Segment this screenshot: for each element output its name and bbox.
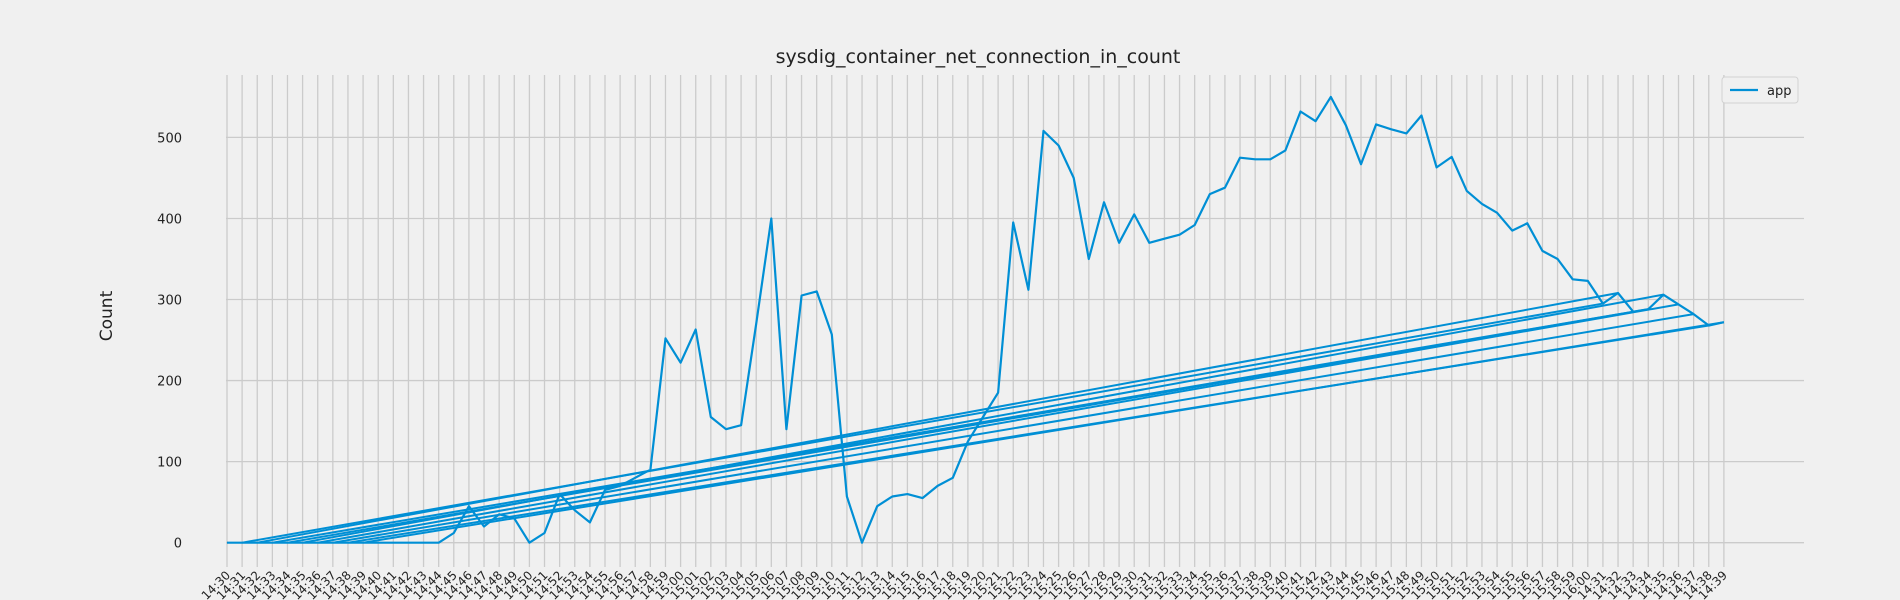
chart-title: sysdig_container_net_connection_in_count <box>776 46 1181 68</box>
series-segment-app <box>241 302 1604 544</box>
y-tick-label: 500 <box>157 131 182 146</box>
series-segment-app <box>302 293 1664 544</box>
legend: app <box>1721 76 1799 104</box>
legend-box <box>1721 76 1799 104</box>
y-tick-label: 100 <box>157 456 182 471</box>
y-tick-label: 0 <box>174 537 182 552</box>
y-axis-label: Count <box>97 290 117 341</box>
x-axis-ticks: 14:3014:3114:3214:3314:3414:3514:3614:37… <box>199 568 1730 600</box>
grid <box>226 75 1804 567</box>
series-segment-app <box>257 292 1619 544</box>
y-tick-label: 400 <box>157 212 182 227</box>
series-layer <box>227 95 1725 544</box>
y-tick-label: 300 <box>157 294 182 309</box>
y-axis-ticks: 0 100 200 300 400 500 <box>157 131 182 551</box>
y-tick-label: 200 <box>157 375 182 390</box>
series-segment-app <box>317 303 1679 544</box>
legend-label-app: app <box>1767 84 1791 99</box>
series-segment-app <box>362 321 1725 544</box>
series-segment-app <box>332 313 1694 544</box>
series-line-app <box>227 95 1725 544</box>
